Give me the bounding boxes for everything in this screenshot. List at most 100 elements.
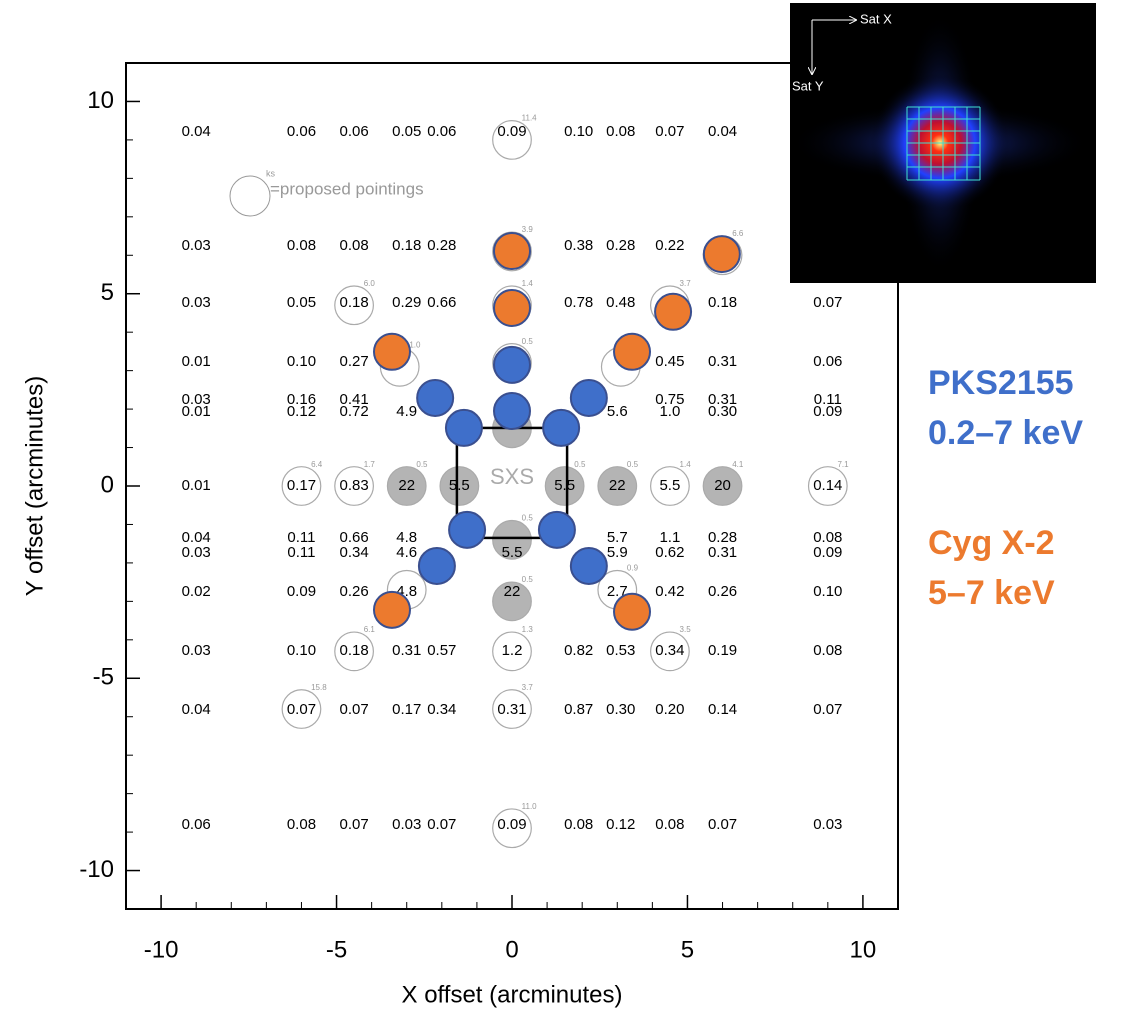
count-rate: 0.57 [427, 642, 456, 659]
count-rate: 0.03 [813, 816, 842, 833]
legend-pointings: =proposed pointings [270, 179, 424, 198]
pointing-exposure: 1.4 [680, 460, 692, 469]
count-rate: 5.5 [449, 477, 470, 494]
marker [539, 512, 575, 548]
count-rate: 0.66 [427, 294, 456, 311]
count-rate: 0.14 [708, 701, 737, 718]
marker [614, 334, 650, 370]
pointing-exposure: 0.5 [522, 337, 534, 346]
count-rate: 4.6 [396, 544, 417, 561]
marker [655, 294, 691, 330]
pointing-exposure: 1.3 [522, 625, 534, 634]
count-rate: 0.08 [606, 123, 635, 140]
marker [374, 592, 410, 628]
chart: X offset (arcminutes) Y offset (arcminut… [0, 0, 1140, 1016]
count-rate: 0.11 [287, 544, 315, 561]
count-rate: 0.17 [392, 701, 421, 718]
count-rate: 0.12 [606, 816, 635, 833]
legend-name: PKS2155 [928, 364, 1074, 402]
count-rate: 0.82 [564, 642, 593, 659]
count-rate: 5.5 [502, 544, 523, 561]
pointing-exposure: 3.9 [522, 225, 534, 234]
count-rate: 0.31 [392, 642, 421, 659]
count-rate: 0.10 [813, 583, 842, 600]
count-rate: 0.53 [606, 642, 635, 659]
count-rate: 0.78 [564, 294, 593, 311]
inset-y-label: Sat Y [792, 78, 824, 93]
pointing-exposure: 3.5 [680, 625, 692, 634]
marker [374, 334, 410, 370]
x-tick-label: -10 [144, 936, 179, 963]
pointing-exposure: 6.6 [732, 229, 744, 238]
count-rate: 0.34 [427, 701, 456, 718]
marker [494, 393, 530, 429]
count-rate: 0.05 [287, 294, 316, 311]
pointing-exposure: 6.1 [364, 625, 376, 634]
count-rate: 0.30 [606, 701, 635, 718]
count-rate: 0.06 [339, 123, 368, 140]
count-rate: 0.28 [606, 237, 635, 254]
marker [571, 380, 607, 416]
count-rate: 4.9 [396, 403, 417, 420]
y-tick-label: 5 [101, 279, 114, 306]
count-rate: 0.08 [655, 816, 684, 833]
marker [543, 410, 579, 446]
count-rate: 5.5 [554, 477, 575, 494]
count-rate: 20 [714, 477, 731, 494]
count-rate: 0.03 [392, 816, 421, 833]
count-rate: 0.03 [182, 237, 211, 254]
count-rate: 0.08 [287, 237, 316, 254]
count-rate: 0.06 [427, 123, 456, 140]
count-rate: 0.07 [655, 123, 684, 140]
count-rate: 1.0 [659, 403, 680, 420]
count-rate: 0.14 [813, 477, 842, 494]
count-rate: 0.18 [392, 237, 421, 254]
count-rate: 0.06 [813, 353, 842, 370]
count-rate: 1.2 [502, 642, 523, 659]
count-rate: 0.05 [392, 123, 421, 140]
marker [494, 347, 530, 383]
count-rate: 0.08 [564, 816, 593, 833]
pointing-exposure: 15.8 [311, 683, 327, 692]
x-tick-label: 10 [850, 936, 877, 963]
count-rate: 0.10 [287, 353, 316, 370]
pointing-exposure: 0.5 [522, 514, 534, 523]
count-rate: 0.07 [287, 701, 316, 718]
legend-name: Cyg X-2 [928, 524, 1055, 562]
count-rate: 0.27 [339, 353, 368, 370]
fov-label: SXS [490, 464, 534, 489]
count-rate: 0.07 [708, 816, 737, 833]
count-rate: 0.09 [813, 403, 842, 420]
count-rate: 0.19 [708, 642, 737, 659]
count-rate: 0.83 [339, 477, 368, 494]
count-rate: 0.72 [339, 403, 368, 420]
pointing-exposure: 3.7 [522, 683, 534, 692]
count-rate: 22 [609, 477, 626, 494]
inset: Sat X Sat Y [790, 3, 1096, 283]
count-rate: 0.08 [813, 642, 842, 659]
legend-pointing [230, 176, 270, 216]
inset-x-label: Sat X [860, 11, 892, 26]
count-rate: 0.31 [497, 701, 526, 718]
count-rate: 0.17 [287, 477, 316, 494]
count-rate: 5.9 [607, 544, 628, 561]
count-rate: 22 [504, 583, 521, 600]
legend-sublabel: 0.2–7 keV [928, 414, 1083, 452]
pointing-exposure: 1.0 [409, 341, 421, 350]
x-axis-label: X offset (arcminutes) [402, 981, 623, 1008]
count-rate: 0.62 [655, 544, 684, 561]
count-rate: 0.30 [708, 403, 737, 420]
marker [494, 290, 530, 326]
count-rate: 5.6 [607, 403, 628, 420]
pointing-exposure: 6.0 [364, 279, 376, 288]
count-rate: 0.34 [655, 642, 684, 659]
x-tick-label: 0 [505, 936, 518, 963]
count-rate: 0.29 [392, 294, 421, 311]
count-rate: 0.03 [182, 294, 211, 311]
count-rate: 0.02 [182, 583, 211, 600]
count-rate: 0.03 [182, 544, 211, 561]
legend-unit: ks [266, 168, 276, 178]
pointing-exposure: 1.4 [522, 279, 534, 288]
marker [419, 548, 455, 584]
